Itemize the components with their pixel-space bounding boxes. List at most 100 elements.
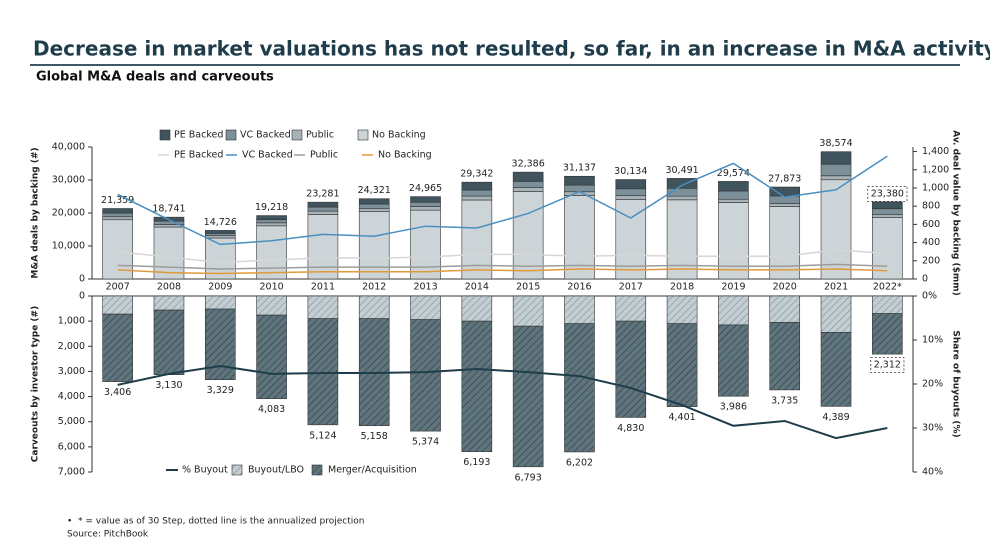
total-label: 5,374	[412, 437, 439, 448]
total-label: 6,202	[566, 457, 593, 468]
bullet: •	[67, 517, 72, 527]
total-label: 3,406	[104, 387, 131, 398]
bar-segment	[769, 203, 801, 207]
y-tick-label: 0	[79, 291, 85, 302]
bar-segment	[769, 206, 801, 280]
bar-segment	[153, 226, 185, 280]
total-label: 3,130	[155, 380, 182, 391]
y2-tick-label: 800	[922, 201, 940, 212]
bar-segment	[820, 175, 852, 181]
total-label: 23,281	[306, 189, 339, 200]
projection-box	[870, 357, 905, 374]
bar-segment	[564, 323, 595, 453]
total-label: 18,741	[152, 204, 185, 215]
legend-swatch	[159, 129, 171, 141]
bar-segment	[153, 295, 185, 311]
x-tick-label: 2013	[413, 282, 437, 293]
bar-segment	[615, 320, 647, 418]
y2-tick-label: 0%	[922, 291, 937, 302]
bar-segment	[102, 313, 133, 382]
x-tick-label: 2009	[208, 282, 232, 293]
bar-segment	[307, 295, 339, 319]
footnote: * = value as of 30 Step, dotted line is …	[78, 517, 364, 527]
y2-tick-label: 1,200	[922, 164, 949, 175]
line	[117, 268, 888, 275]
y2-tick-label: 200	[922, 255, 940, 266]
bar-segment	[102, 212, 133, 218]
source: Source: PitchBook	[67, 530, 149, 540]
bar-segment	[204, 233, 236, 236]
total-label: 24,965	[409, 183, 442, 194]
y-axis-title: Carveouts by investor type (#)	[31, 306, 41, 462]
legend-swatch	[225, 129, 237, 141]
y2-tick-label: 30%	[922, 423, 943, 434]
line	[117, 263, 888, 270]
y2-tick-label: 20%	[922, 379, 943, 390]
total-label: 2,312	[874, 360, 901, 371]
line	[117, 364, 888, 440]
total-label: 6,793	[515, 472, 542, 483]
bar-segment	[256, 314, 287, 399]
bar-segment	[358, 208, 390, 212]
y2-tick-label: 40%	[922, 467, 943, 478]
bar-segment	[512, 295, 544, 327]
bar-segment	[872, 214, 903, 218]
bar-segment	[769, 322, 801, 391]
y-axis-title: M&A deals by backing (#)	[31, 147, 41, 278]
subtitle: Global M&A deals and carveouts	[36, 70, 274, 85]
y-tick-label: 20,000	[52, 208, 85, 219]
y2-tick-label: 1,400	[922, 146, 949, 157]
y2-tick-label: 600	[922, 219, 940, 230]
bar-segment	[102, 219, 133, 280]
bar-segment	[358, 211, 390, 280]
bar-segment	[718, 198, 749, 203]
bar-segment	[461, 199, 493, 280]
bar-segment	[307, 201, 339, 208]
legend-label: Public	[306, 130, 334, 141]
y2-tick-label: 10%	[922, 335, 943, 346]
legend-label: Merger/Acquisition	[328, 465, 417, 476]
total-label: 4,401	[668, 412, 695, 423]
bar-segment	[615, 195, 647, 200]
bar-segment	[153, 220, 185, 225]
bar-segment	[820, 332, 852, 407]
y-tick-label: 5,000	[58, 416, 85, 427]
bar-segment	[666, 195, 698, 201]
total-label: 3,986	[720, 402, 747, 413]
total-label: 4,830	[617, 423, 644, 434]
bar-segment	[872, 295, 903, 314]
total-label: 24,321	[358, 185, 391, 196]
legend-label: VC Backed	[240, 130, 291, 141]
total-label: 4,083	[258, 404, 285, 415]
bar-segment	[564, 195, 595, 280]
y-tick-label: 10,000	[52, 241, 85, 252]
total-label: 6,193	[463, 457, 490, 468]
x-tick-label: 2017	[619, 282, 643, 293]
bar-segment	[872, 217, 903, 280]
bar-segment	[820, 295, 852, 333]
total-label: 32,386	[512, 159, 545, 170]
bar-segment	[256, 225, 287, 280]
line	[117, 249, 888, 264]
y-tick-label: 30,000	[52, 175, 85, 186]
total-label: 14,726	[204, 217, 237, 228]
bar-segment	[820, 163, 852, 177]
bar-segment	[666, 199, 698, 280]
bar-segment	[256, 215, 287, 220]
legend-swatch	[291, 129, 303, 141]
total-label: 3,735	[771, 395, 798, 406]
bar-segment	[204, 235, 236, 239]
bar-segment	[872, 313, 903, 355]
legend-label: Public	[310, 150, 338, 161]
y2-tick-label: 0	[922, 274, 928, 285]
legend-label: % Buyout	[182, 465, 228, 476]
bar-segment	[307, 210, 339, 215]
bar-segment	[666, 178, 698, 189]
x-tick-label: 2020	[773, 282, 797, 293]
total-label: 38,574	[819, 138, 852, 149]
bar-segment	[410, 295, 441, 320]
bar-segment	[256, 295, 287, 316]
bar-segment	[718, 181, 749, 192]
total-label: 19,218	[255, 202, 288, 213]
bar-segment	[358, 203, 390, 209]
